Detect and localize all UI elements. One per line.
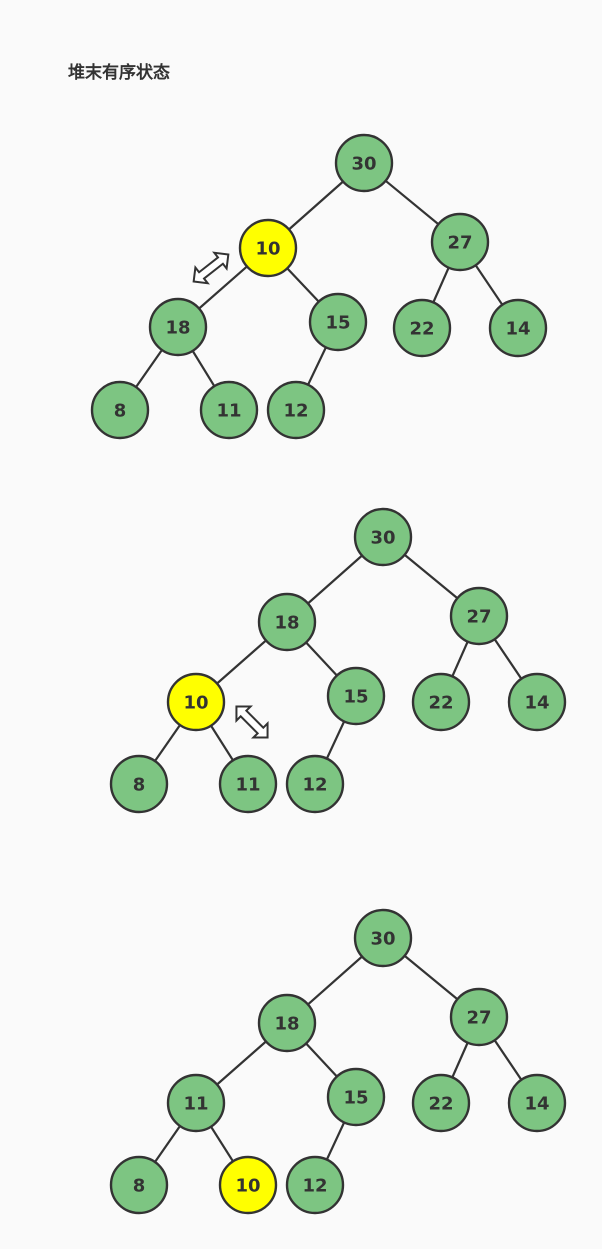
node-circle <box>411 1073 471 1133</box>
node-circle <box>257 993 317 1053</box>
node-circle <box>148 297 208 357</box>
tree-node: 22 <box>411 672 471 732</box>
node-circle <box>285 754 345 814</box>
node-circle <box>257 592 317 652</box>
double-arrow-icon <box>192 251 230 285</box>
tree-node: 27 <box>449 586 509 646</box>
node-label: 10 <box>183 693 208 714</box>
tree-node: 18 <box>257 592 317 652</box>
node-circle <box>238 218 298 278</box>
node-label: 18 <box>165 318 190 339</box>
node-label: 8 <box>133 1176 146 1197</box>
tree-node: 11 <box>166 1073 226 1133</box>
tree-node: 8 <box>109 754 169 814</box>
node-label: 8 <box>133 775 146 796</box>
tree-node: 22 <box>411 1073 471 1133</box>
node-circle <box>90 380 150 440</box>
heap-tree-3: 30 18 27 11 15 22 14 8 10 12 <box>109 908 567 1215</box>
node-label: 10 <box>235 1176 260 1197</box>
tree-node: 8 <box>109 1155 169 1215</box>
node-circle <box>334 133 394 193</box>
node-circle <box>308 292 368 352</box>
node-label: 22 <box>428 693 453 714</box>
node-circle <box>326 1067 386 1127</box>
node-label: 18 <box>274 1014 299 1035</box>
tree-node: 30 <box>334 133 394 193</box>
node-circle <box>392 298 452 358</box>
node-label: 10 <box>255 239 280 260</box>
node-label: 14 <box>524 693 549 714</box>
node-label: 27 <box>466 607 491 628</box>
node-label: 15 <box>343 687 368 708</box>
page-title: 堆末有序状态 <box>68 63 170 83</box>
tree-node: 15 <box>308 292 368 352</box>
tree-node: 14 <box>488 298 548 358</box>
heap-tree-2: 30 18 27 10 15 22 14 8 11 12 <box>109 507 567 814</box>
node-label: 30 <box>351 154 376 175</box>
node-circle <box>449 987 509 1047</box>
node-label: 30 <box>370 528 395 549</box>
node-circle <box>266 380 326 440</box>
node-label: 11 <box>235 775 260 796</box>
node-label: 14 <box>505 319 530 340</box>
tree-node-highlighted: 10 <box>238 218 298 278</box>
double-arrow-icon <box>235 705 269 739</box>
node-label: 18 <box>274 613 299 634</box>
node-circle <box>218 1155 278 1215</box>
tree-node: 11 <box>218 754 278 814</box>
node-label: 12 <box>283 401 308 422</box>
node-circle <box>430 212 490 272</box>
node-circle <box>166 1073 226 1133</box>
node-label: 12 <box>302 1176 327 1197</box>
node-circle <box>488 298 548 358</box>
tree-node: 8 <box>90 380 150 440</box>
tree-node: 15 <box>326 1067 386 1127</box>
node-label: 8 <box>114 401 127 422</box>
node-label: 22 <box>409 319 434 340</box>
node-label: 15 <box>325 313 350 334</box>
tree-node: 14 <box>507 1073 567 1133</box>
tree-node: 14 <box>507 672 567 732</box>
node-circle <box>353 908 413 968</box>
tree-node-highlighted: 10 <box>218 1155 278 1215</box>
node-label: 22 <box>428 1094 453 1115</box>
tree-node: 12 <box>285 1155 345 1215</box>
tree-node: 11 <box>199 380 259 440</box>
node-label: 15 <box>343 1088 368 1109</box>
node-circle <box>449 586 509 646</box>
node-circle <box>109 1155 169 1215</box>
heap-tree-1: 30 10 27 18 15 22 14 8 11 12 <box>90 133 548 440</box>
tree-node: 27 <box>449 987 509 1047</box>
tree-node: 30 <box>353 507 413 567</box>
tree-node: 12 <box>285 754 345 814</box>
node-circle <box>109 754 169 814</box>
tree-node: 12 <box>266 380 326 440</box>
node-circle <box>507 1073 567 1133</box>
node-circle <box>166 672 226 732</box>
node-circle <box>218 754 278 814</box>
node-label: 12 <box>302 775 327 796</box>
node-label: 27 <box>447 233 472 254</box>
node-label: 11 <box>183 1094 208 1115</box>
tree-node: 18 <box>148 297 208 357</box>
node-label: 11 <box>216 401 241 422</box>
tree-node-highlighted: 10 <box>166 672 226 732</box>
node-circle <box>411 672 471 732</box>
node-circle <box>285 1155 345 1215</box>
node-circle <box>199 380 259 440</box>
node-circle <box>353 507 413 567</box>
node-circle <box>326 666 386 726</box>
node-circle <box>507 672 567 732</box>
node-label: 27 <box>466 1008 491 1029</box>
node-label: 14 <box>524 1094 549 1115</box>
tree-node: 18 <box>257 993 317 1053</box>
tree-node: 27 <box>430 212 490 272</box>
tree-node: 15 <box>326 666 386 726</box>
tree-node: 22 <box>392 298 452 358</box>
node-label: 30 <box>370 929 395 950</box>
tree-node: 30 <box>353 908 413 968</box>
